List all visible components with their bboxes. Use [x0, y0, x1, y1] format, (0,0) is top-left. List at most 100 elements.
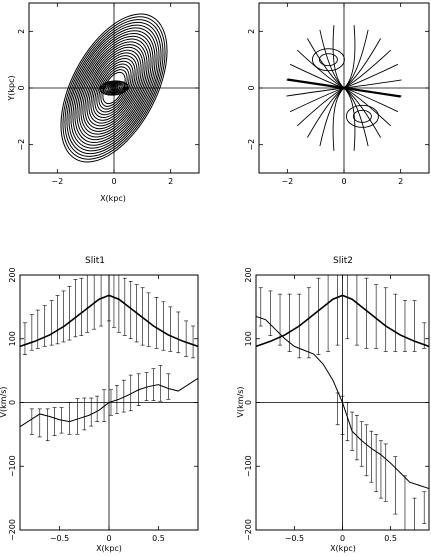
orbit-ring [98, 66, 130, 110]
y-tick-label: 0 [247, 85, 256, 90]
panel-slit1-axes: −0.5 0 0.5 −200 −100 0 100 200 [8, 267, 198, 543]
orbit-rings [60, 13, 168, 163]
y-tick-label: −2 [247, 139, 256, 151]
error-bar [335, 274, 340, 346]
error-bar [121, 379, 126, 413]
error-bar [134, 284, 139, 343]
x-tick-label: −0.5 [50, 534, 69, 543]
error-bar [354, 274, 359, 346]
error-bar [184, 320, 189, 357]
panel-slit2: Slit2 −0.5 0 0.5 −200 −100 0 100 200 X(kpc) V(k… [236, 256, 430, 553]
x-tick-label: 0 [341, 177, 346, 186]
y-tick-label: 200 [8, 267, 17, 282]
error-bar [268, 290, 273, 336]
error-bar [378, 440, 383, 499]
error-bar [402, 475, 407, 531]
error-bar [422, 322, 427, 349]
error-bar [422, 491, 427, 524]
panel-slit1-title: Slit1 [85, 256, 105, 266]
panel-velocity-field: −2 0 2 −2 0 2 [247, 2, 430, 186]
panel-orbits-xlabel: X(kpc) [100, 194, 126, 203]
orbit-ring [86, 49, 142, 127]
y-tick-label: 2 [247, 29, 256, 34]
error-bar [287, 293, 292, 352]
x-tick-label: 0 [340, 534, 345, 543]
error-bar [383, 287, 388, 352]
error-bar [111, 274, 116, 328]
panel-slit2-ylabel: V(km/s) [236, 386, 245, 417]
orbit-ring [68, 24, 160, 152]
orbit-ring [60, 13, 168, 163]
panel-slit2-axes: −0.5 0 0.5 −200 −100 0 100 200 [244, 267, 429, 543]
error-bar [306, 287, 311, 359]
orbit-ring [94, 60, 134, 116]
y-tick-label: 0 [244, 400, 253, 405]
error-bar [29, 314, 34, 351]
orbit-ring [96, 63, 132, 113]
error-bar [393, 456, 398, 515]
error-bar [364, 277, 369, 349]
error-bar [140, 287, 145, 346]
error-bar [73, 279, 78, 338]
y-tick-label: 100 [8, 331, 17, 346]
y-tick-label: 100 [244, 331, 253, 346]
orbit-ring [66, 21, 162, 155]
x-tick-label: 2 [398, 177, 403, 186]
isovelocity-contour [343, 63, 399, 89]
error-bar [168, 306, 173, 352]
error-bar [22, 322, 27, 355]
panel-slit1-xlabel: X(kpc) [96, 544, 122, 553]
orbit-ring [82, 44, 146, 132]
error-bar [99, 274, 104, 327]
closed-contour [352, 109, 372, 123]
isovelocity-contour [343, 87, 356, 151]
error-bar [278, 293, 283, 346]
error-bar [128, 281, 133, 340]
orbit-ring [92, 58, 136, 118]
x-tick-label: 0.5 [152, 534, 165, 543]
error-bar [61, 290, 66, 343]
error-bar [144, 372, 149, 401]
error-bar [326, 274, 331, 352]
error-bar [49, 300, 54, 346]
orbit-ring [101, 81, 127, 95]
y-tick-label: −200 [244, 519, 253, 541]
error-bar [154, 297, 159, 349]
panel-slit1-ylabel: V(km/s) [0, 386, 8, 417]
error-bar [128, 374, 133, 412]
isovelocity-contour [332, 25, 345, 89]
orbit-ring [78, 38, 150, 138]
x-tick-label: 0 [111, 177, 116, 186]
error-bar [359, 421, 364, 467]
y-tick-label: −2 [17, 139, 26, 151]
error-bar [82, 397, 87, 431]
error-bar [297, 293, 302, 359]
error-bar [345, 274, 350, 340]
y-tick-label: 200 [244, 267, 253, 282]
error-bar [42, 305, 47, 347]
isovelocity-contour [307, 87, 345, 138]
error-bar [374, 284, 379, 349]
orbit-ring [88, 52, 140, 124]
y-tick-label: −100 [8, 455, 17, 477]
orbit-ring [62, 16, 166, 160]
orbit-ring [99, 80, 129, 96]
error-bar [35, 309, 40, 349]
isovelocity-contour [289, 87, 345, 113]
y-tick-label: −200 [8, 519, 17, 541]
orbit-ring [84, 46, 144, 130]
isovelocity-contour [343, 38, 381, 89]
orbit-ring [72, 30, 156, 146]
error-bar [335, 392, 340, 426]
error-bar [316, 277, 321, 355]
panel-orbits-axes: −2 0 2 −2 0 2 [17, 3, 199, 186]
panel-orbits-ylabel: Y(kpc) [7, 75, 16, 101]
orbit-ring [70, 27, 158, 149]
error-bar [122, 277, 127, 336]
x-tick-label: 0.5 [384, 534, 397, 543]
orbit-ring [64, 19, 164, 157]
error-bar [92, 274, 97, 330]
x-tick-label: −0.5 [285, 534, 304, 543]
orbit-ring [102, 82, 126, 94]
